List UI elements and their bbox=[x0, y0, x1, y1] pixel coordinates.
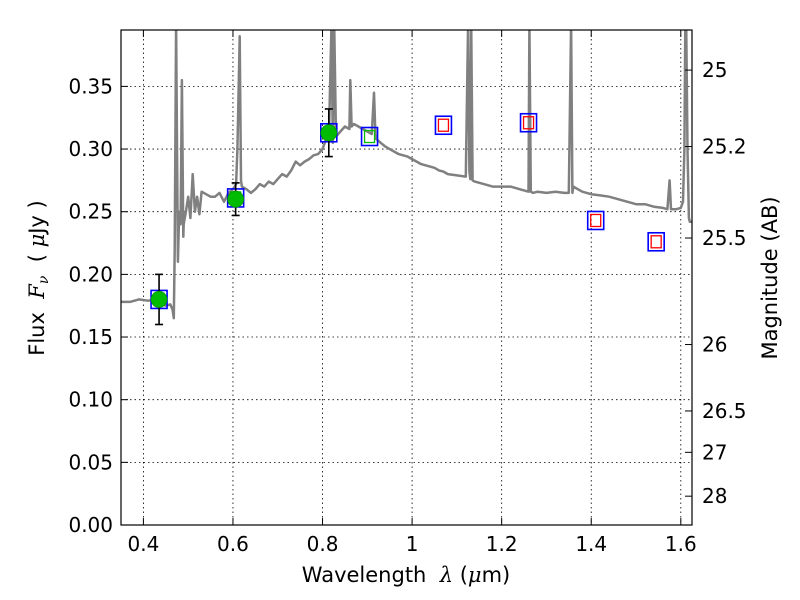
model-band-inner bbox=[437, 118, 450, 132]
model-spectrum bbox=[121, 30, 692, 320]
x-tick-label: 1.4 bbox=[575, 532, 607, 556]
data-point bbox=[227, 190, 245, 208]
x-tick-label: 0.6 bbox=[217, 532, 249, 556]
data-markers bbox=[150, 108, 665, 326]
grid-lines bbox=[121, 30, 692, 526]
model-band-inner bbox=[363, 129, 376, 144]
model-band-box bbox=[519, 112, 538, 133]
y-tick-label: 0.00 bbox=[68, 513, 113, 537]
model-band-box bbox=[586, 210, 605, 231]
right-tick-label: 26 bbox=[702, 333, 727, 357]
model-band-inner bbox=[522, 116, 535, 130]
y-tick-label: 0.05 bbox=[68, 450, 113, 474]
x-tick-label: 1 bbox=[406, 532, 419, 556]
model-band-inner bbox=[650, 235, 662, 249]
x-tick-label: 1.2 bbox=[486, 532, 518, 556]
y-tick-label: 0.15 bbox=[68, 325, 113, 349]
model-band-box bbox=[360, 126, 379, 147]
model-band-box bbox=[434, 115, 453, 136]
right-tick-label: 28 bbox=[702, 484, 727, 508]
y-axis-right-label: Magnitude (AB) bbox=[758, 196, 782, 359]
plot-frame bbox=[120, 29, 693, 526]
x-tick-label: 0.4 bbox=[127, 532, 159, 556]
y-tick-label: 0.20 bbox=[68, 262, 113, 286]
axis-ticks: 0.4 0.6 0.8 1 1.2 1.4 1.6 0.00 0.05 0.10 0.15 0.20 0… bbox=[68, 30, 747, 556]
right-tick-label: 26.5 bbox=[702, 399, 747, 423]
y-tick-label: 0.30 bbox=[68, 137, 113, 161]
x-tick-label: 1.6 bbox=[665, 532, 697, 556]
data-point bbox=[320, 124, 338, 142]
x-tick-label: 0.8 bbox=[307, 532, 339, 556]
x-axis-label: Wavelength λ (μm) bbox=[302, 563, 510, 587]
y-tick-label: 0.25 bbox=[68, 200, 113, 224]
model-band-inner bbox=[590, 213, 602, 228]
right-tick-label: 25.5 bbox=[702, 226, 747, 250]
model-spectrum-line bbox=[121, 30, 692, 320]
model-band-box bbox=[647, 231, 665, 252]
right-tick-label: 27 bbox=[702, 440, 727, 464]
data-point bbox=[150, 291, 168, 308]
y-tick-label: 0.35 bbox=[68, 74, 113, 98]
y-tick-label: 0.10 bbox=[68, 388, 113, 412]
right-tick-label: 25 bbox=[702, 58, 727, 82]
y-axis-label: Flux Fν ( μJy ) bbox=[25, 200, 52, 355]
right-tick-label: 25.2 bbox=[702, 135, 747, 159]
